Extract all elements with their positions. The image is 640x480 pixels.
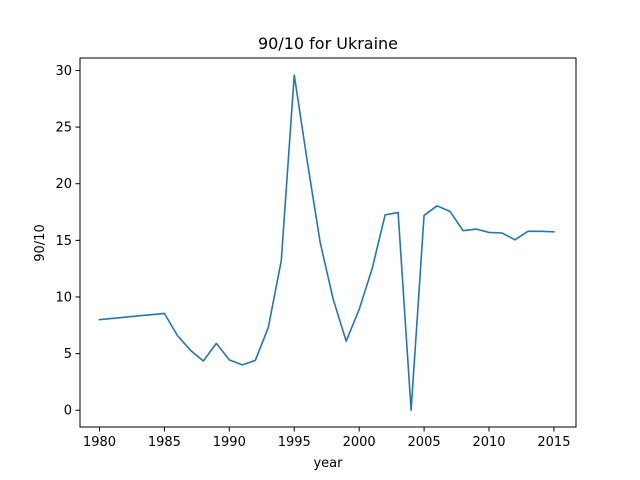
chart-title: 90/10 for Ukraine bbox=[258, 34, 398, 53]
x-tick-label: 1990 bbox=[213, 435, 246, 450]
plot-area bbox=[79, 57, 577, 428]
y-tick-label: 30 bbox=[55, 64, 72, 79]
x-axis-label: year bbox=[313, 456, 343, 471]
x-tick-label: 1985 bbox=[148, 435, 181, 450]
y-tick-label: 25 bbox=[55, 121, 72, 136]
series-line-0 bbox=[98, 74, 555, 412]
y-tick-label: 15 bbox=[55, 234, 72, 249]
x-axis-ticks: 1980 1985 1990 1995 2000 2005 2010 2015 bbox=[83, 427, 570, 450]
axes-frame bbox=[79, 57, 577, 428]
y-tick-label: 0 bbox=[64, 404, 72, 419]
x-tick-label: 2000 bbox=[343, 435, 376, 450]
y-axis-ticks: 0 5 10 15 20 25 30 bbox=[55, 64, 80, 419]
x-tick-label: 2015 bbox=[537, 435, 570, 450]
y-tick-label: 5 bbox=[64, 347, 72, 362]
x-tick-label: 1995 bbox=[278, 435, 311, 450]
x-tick-label: 1980 bbox=[83, 435, 116, 450]
y-axis-label: 90/10 bbox=[33, 224, 48, 261]
y-tick-label: 20 bbox=[55, 177, 72, 192]
x-tick-label: 2010 bbox=[472, 435, 505, 450]
y-tick-label: 10 bbox=[55, 290, 72, 305]
x-tick-label: 2005 bbox=[408, 435, 441, 450]
